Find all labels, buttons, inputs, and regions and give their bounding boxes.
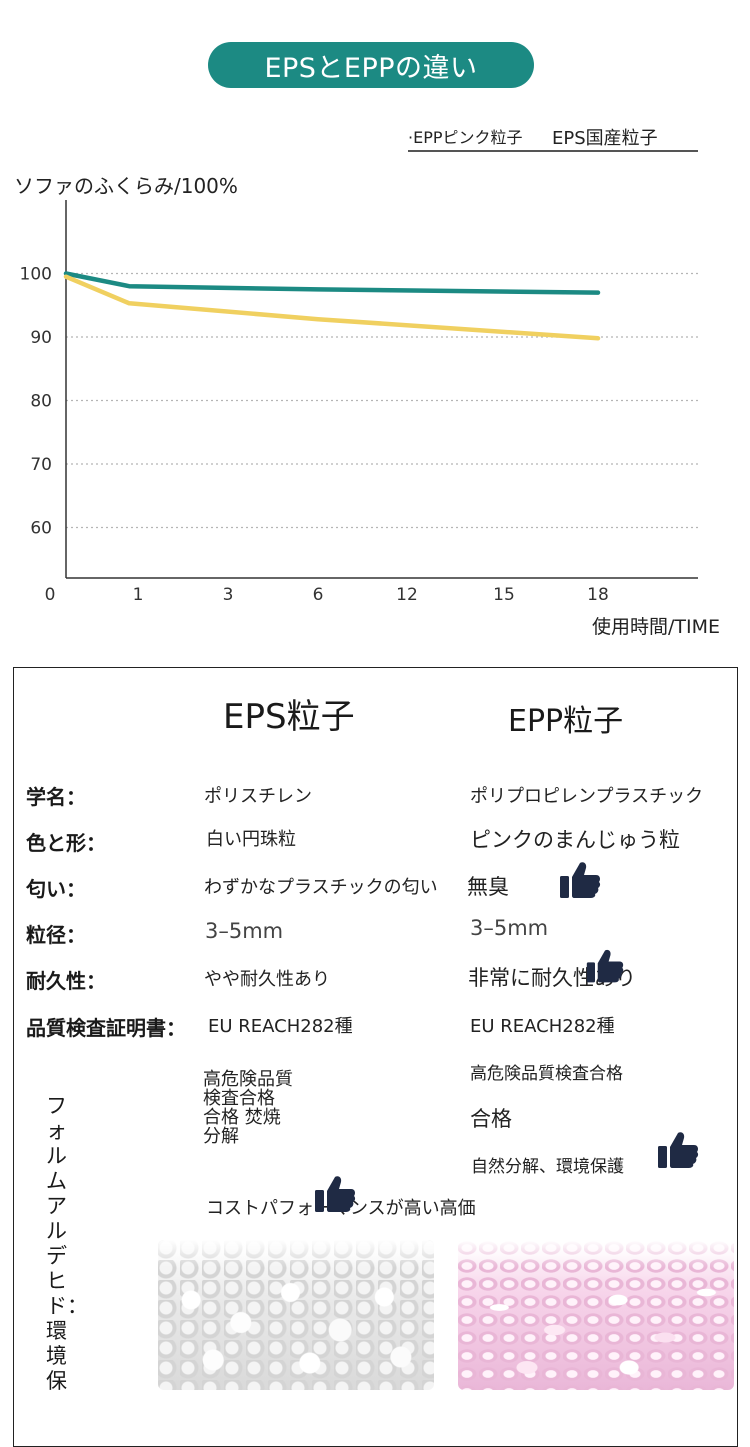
x-tick-label: 15 <box>493 585 515 605</box>
thumbs-up-icon <box>315 1176 356 1212</box>
thumbs-up-icon <box>586 949 624 983</box>
epp-inspection: 高危険品質検査合格 <box>470 1064 623 1084</box>
legend-underline <box>408 150 698 152</box>
y-tick-label: 90 <box>30 328 52 348</box>
vertical-label: フォルムアルデヒド：環境保 <box>46 1094 88 1393</box>
eps-durability: やや耐久性あり <box>204 969 330 990</box>
thumbs-up-icon <box>658 1132 699 1168</box>
y-tick-label: 80 <box>30 392 52 412</box>
title-text: EPSとEPPの違い <box>264 52 478 84</box>
x-tick-label: 1 <box>133 585 144 605</box>
y-tick-label: 60 <box>30 519 52 539</box>
epp-column-title: EPP粒子 <box>508 704 624 739</box>
series-line-eps <box>63 274 601 341</box>
x-tick-label: 12 <box>396 585 418 605</box>
eps-column-title: EPS粒子 <box>223 697 355 737</box>
series-line-epp <box>63 271 601 295</box>
epp-shape: ピンクのまんじゅう粒 <box>470 828 680 852</box>
eps-size: 3–5mm <box>205 919 284 943</box>
x-tick-label: 3 <box>223 585 234 605</box>
eps-shape: 白い円珠粒 <box>206 829 296 850</box>
x-axis-title: 使用時間/TIME <box>592 616 721 638</box>
epp-size: 3–5mm <box>470 916 549 940</box>
y-tick-label: 100 <box>20 265 52 285</box>
row-label-shape: 色と形： <box>26 831 106 855</box>
row-label-size: 粒径： <box>26 923 86 947</box>
epp-certificate: EU REACH282種 <box>470 1016 615 1037</box>
thumbs-up-icon <box>560 862 601 898</box>
epp-beads-photo <box>458 1240 734 1390</box>
x-tick-label: 0 <box>45 585 56 605</box>
title-banner: EPSとEPPの違い <box>208 42 534 88</box>
epp-pass: 合格 <box>470 1107 512 1131</box>
x-tick-label: 18 <box>587 585 609 605</box>
epp-name: ポリプロピレンプラスチック <box>470 786 704 807</box>
eps-certificate: EU REACH282種 <box>208 1016 353 1037</box>
eps-beads-photo <box>158 1240 434 1390</box>
legend-epp: ·EPPピンク粒子 <box>408 128 523 147</box>
epp-smell: 無臭 <box>467 875 509 899</box>
legend-eps: EPS国産粒子 <box>552 128 658 149</box>
row-label-smell: 匂い： <box>26 877 86 901</box>
eps-extra-notes: 高危険品質 検査合格 合格 焚焼 分解 <box>203 1069 293 1147</box>
y-tick-label: 70 <box>30 455 52 475</box>
y-axis-title: ソファのふくらみ/100% <box>14 174 238 198</box>
row-label-certificate: 品質検査証明書： <box>26 1016 186 1040</box>
line-chart: 100 90 80 70 60 0 1 3 6 12 15 18 <box>20 200 698 605</box>
eps-name: ポリスチレン <box>204 786 312 807</box>
eps-smell: わずかなプラスチックの匂い <box>204 877 438 898</box>
x-tick-label: 6 <box>313 585 324 605</box>
row-label-name: 学名： <box>26 785 86 809</box>
epp-eco: 自然分解、環境保護 <box>471 1157 624 1177</box>
row-label-durability: 耐久性： <box>26 969 106 993</box>
